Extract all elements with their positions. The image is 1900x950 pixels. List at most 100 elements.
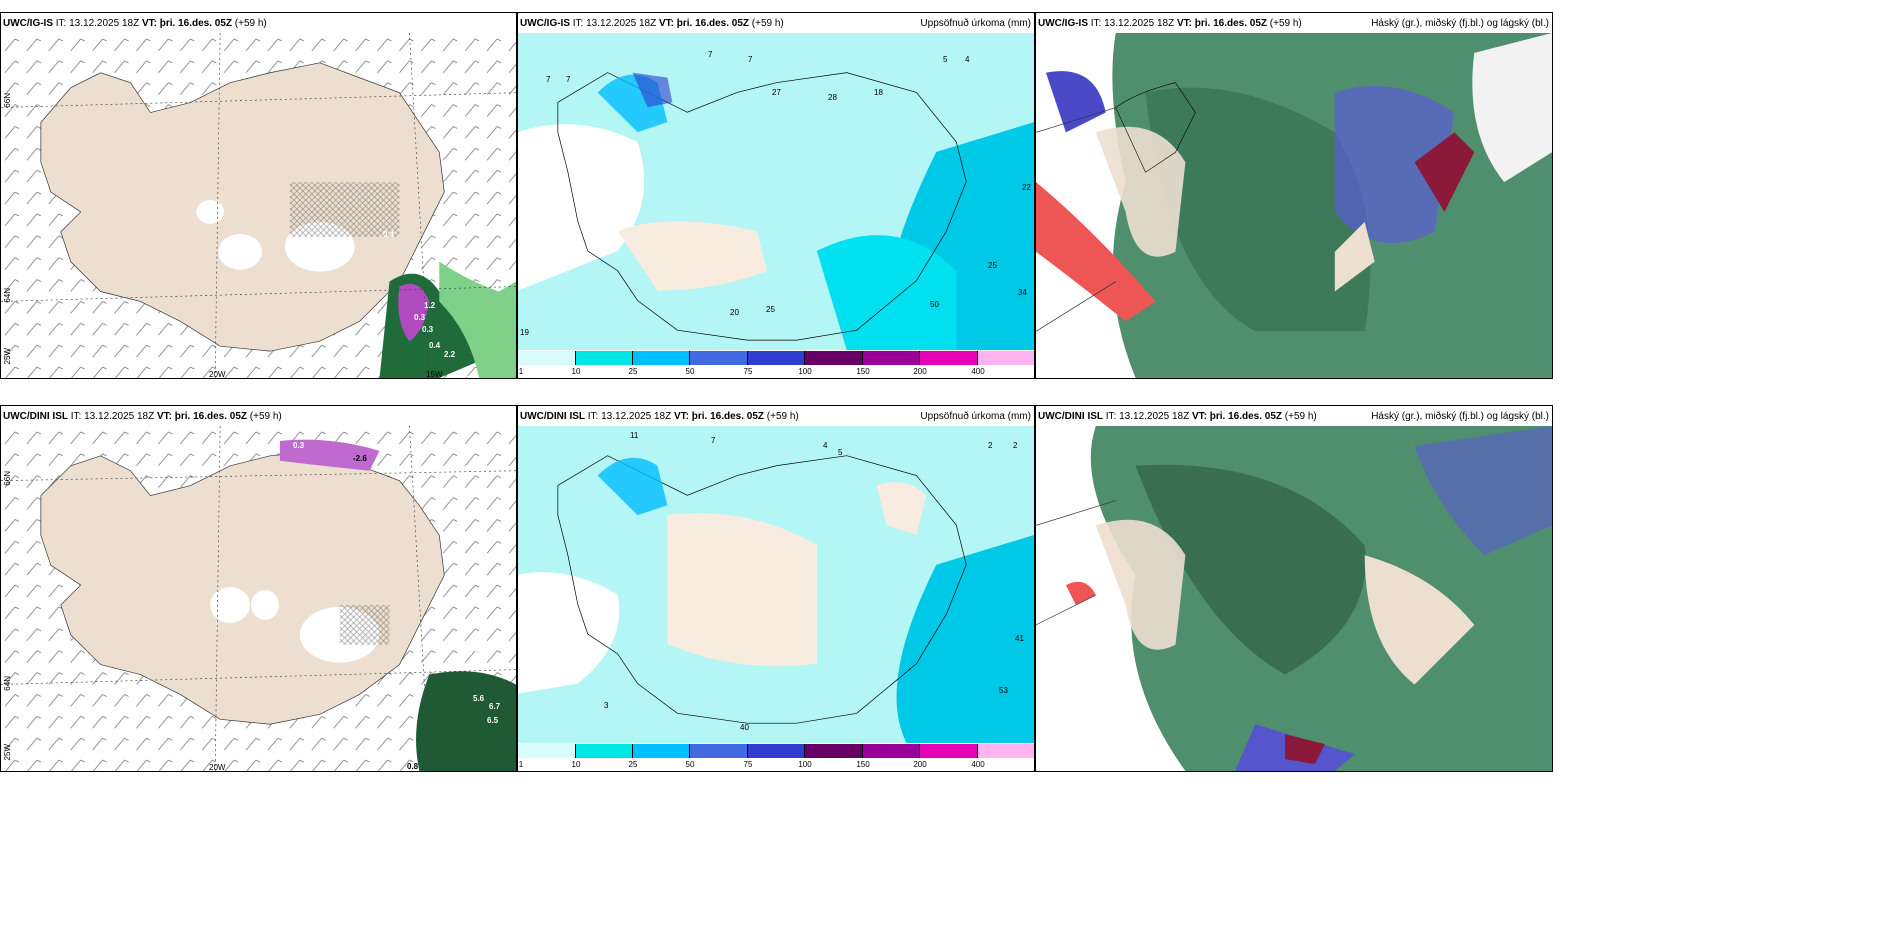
precip-value: 5	[943, 55, 948, 64]
precip-value: 40	[740, 723, 749, 732]
product-title: Háský (gr.), miðský (fj.bl.) og lágský (…	[1371, 411, 1549, 422]
panel-header: UWC/IG-IS IT: 13.12.2025 18Z VT: þri. 16…	[518, 13, 1034, 35]
valid-time: þri. 16.des. 05Z	[691, 411, 765, 422]
precip-value: 50	[930, 300, 939, 309]
precip-value: 2	[1013, 441, 1018, 450]
lead-time: (+59 h)	[766, 411, 799, 422]
colorbar-tick: 1	[518, 760, 524, 769]
init-time: IT: 13.12.2025 18Z	[55, 18, 140, 29]
colorbar-tick: 1	[518, 367, 524, 376]
colorbar-swatch	[518, 351, 576, 365]
precip-value: 25	[988, 261, 997, 270]
colorbar-swatch	[863, 744, 920, 758]
precip-value: 7	[748, 55, 753, 64]
valid-label: VT:	[156, 411, 172, 422]
precip-value: 11	[630, 431, 639, 440]
model-name: UWC/DINI ISL	[3, 411, 68, 422]
value-label: 5.6	[473, 694, 485, 703]
lead-time: (+59 h)	[249, 411, 282, 422]
lead-time: (+59 h)	[751, 18, 784, 29]
lon-label: 20W	[209, 370, 226, 379]
value-label: 0.4	[383, 230, 395, 239]
precip-value: 7	[711, 436, 716, 445]
precip-value: 34	[1018, 288, 1027, 297]
cloud-map	[1036, 426, 1552, 771]
lat-label: 64N	[3, 676, 12, 691]
colorbar-tick: 25	[628, 760, 638, 769]
colorbar-swatch	[978, 351, 1034, 365]
product-title: Uppsöfnuð úrkoma (mm)	[920, 18, 1031, 29]
panel-3: UWC/IG-IS IT: 13.12.2025 18Z VT: þri. 16…	[1035, 12, 1553, 379]
panel-header: UWC/DINI ISL IT: 13.12.2025 18Z VT: þri.…	[1036, 406, 1552, 428]
wind-map: 66N 64N 25W 20W 15W 0.4 0.3 0.3 0.4 1.2 …	[1, 33, 516, 378]
colorbar-swatch	[690, 351, 748, 365]
panel-5: UWC/DINI ISL IT: 13.12.2025 18Z VT: þri.…	[517, 405, 1035, 772]
colorbar-tick: 100	[798, 760, 812, 769]
lat-label: 66N	[3, 471, 12, 486]
colorbar-swatch	[978, 744, 1034, 758]
valid-time: þri. 16.des. 05Z	[159, 18, 233, 29]
colorbar-swatch	[518, 744, 576, 758]
wind-map: 66N 64N 25W 20W 0.3 -2.6 0.6 5.6 6.7 6.5…	[1, 426, 516, 771]
lon-label: 20W	[209, 763, 226, 772]
panel-2: UWC/IG-IS IT: 13.12.2025 18Z VT: þri. 16…	[517, 12, 1035, 379]
colorbar-swatch	[863, 351, 920, 365]
value-label: 0.3	[293, 441, 305, 450]
value-label: -2.6	[353, 454, 367, 463]
valid-label: VT:	[141, 18, 157, 29]
model-name: UWC/IG-IS	[520, 18, 570, 29]
precip-value: 7	[708, 50, 713, 59]
panel-6: UWC/DINI ISL IT: 13.12.2025 18Z VT: þri.…	[1035, 405, 1553, 772]
colorbar-tick: 75	[743, 760, 753, 769]
valid-label: VT:	[658, 18, 674, 29]
colorbar-tick: 150	[856, 760, 870, 769]
precip-value: 53	[999, 686, 1008, 695]
precip-value: 22	[1022, 183, 1031, 192]
precip-map: 7 7 7 7 27 28 18 5 4 22 25 34 50 25 20 1…	[518, 33, 1034, 350]
colorbar-swatch	[633, 351, 690, 365]
cloud-map	[1036, 33, 1552, 378]
product-title: Háský (gr.), miðský (fj.bl.) og lágský (…	[1371, 18, 1549, 29]
lead-time: (+59 h)	[234, 18, 267, 29]
colorbar-tick: 75	[743, 367, 753, 376]
valid-label: VT:	[673, 411, 689, 422]
colorbar-swatch	[748, 744, 805, 758]
precip-value: 7	[546, 75, 551, 84]
precip-value: 25	[766, 305, 775, 314]
colorbar: 1 10 25 50 75 100 150 200 400	[518, 743, 1034, 771]
colorbar-swatch	[920, 351, 978, 365]
precip-value: 4	[823, 441, 828, 450]
panel-4: UWC/DINI ISL IT: 13.12.2025 18Z VT: þri.…	[0, 405, 517, 772]
init-time: IT: 13.12.2025 18Z	[587, 411, 672, 422]
model-name: UWC/IG-IS	[1038, 18, 1088, 29]
product-title: Uppsöfnuð úrkoma (mm)	[920, 411, 1031, 422]
precip-value: 5	[838, 448, 843, 457]
colorbar-swatch	[690, 744, 748, 758]
colorbar-tick: 50	[685, 760, 695, 769]
value-label: 2.2	[444, 350, 456, 359]
init-time: IT: 13.12.2025 18Z	[1090, 18, 1175, 29]
model-name: UWC/DINI ISL	[520, 411, 585, 422]
value-label: 6.5	[487, 716, 499, 725]
precip-map: 11 7 4 5 2 2 41 53 40 3	[518, 426, 1034, 743]
valid-time: þri. 16.des. 05Z	[676, 18, 750, 29]
precip-value: 19	[520, 328, 529, 337]
value-label: 0.4	[429, 341, 441, 350]
lead-time: (+59 h)	[1284, 411, 1317, 422]
precip-value: 2	[988, 441, 993, 450]
colorbar-swatch	[576, 744, 633, 758]
valid-time: þri. 16.des. 05Z	[1194, 18, 1268, 29]
colorbar-swatch	[748, 351, 805, 365]
valid-label: VT:	[1176, 18, 1192, 29]
value-label: 2.2	[457, 370, 469, 379]
valid-time: þri. 16.des. 05Z	[1209, 411, 1283, 422]
precip-value: 4	[965, 55, 970, 64]
colorbar-tick: 10	[571, 760, 581, 769]
panel-1: UWC/IG-IS IT: 13.12.2025 18Z VT: þri. 16…	[0, 12, 517, 379]
panel-header: UWC/DINI ISL IT: 13.12.2025 18Z VT: þri.…	[518, 406, 1034, 428]
precip-value: 18	[874, 88, 883, 97]
lat-label: 64N	[3, 288, 12, 303]
lead-time: (+59 h)	[1269, 18, 1302, 29]
lon-label: 15W	[426, 370, 443, 379]
lon-label: 25W	[3, 348, 12, 365]
